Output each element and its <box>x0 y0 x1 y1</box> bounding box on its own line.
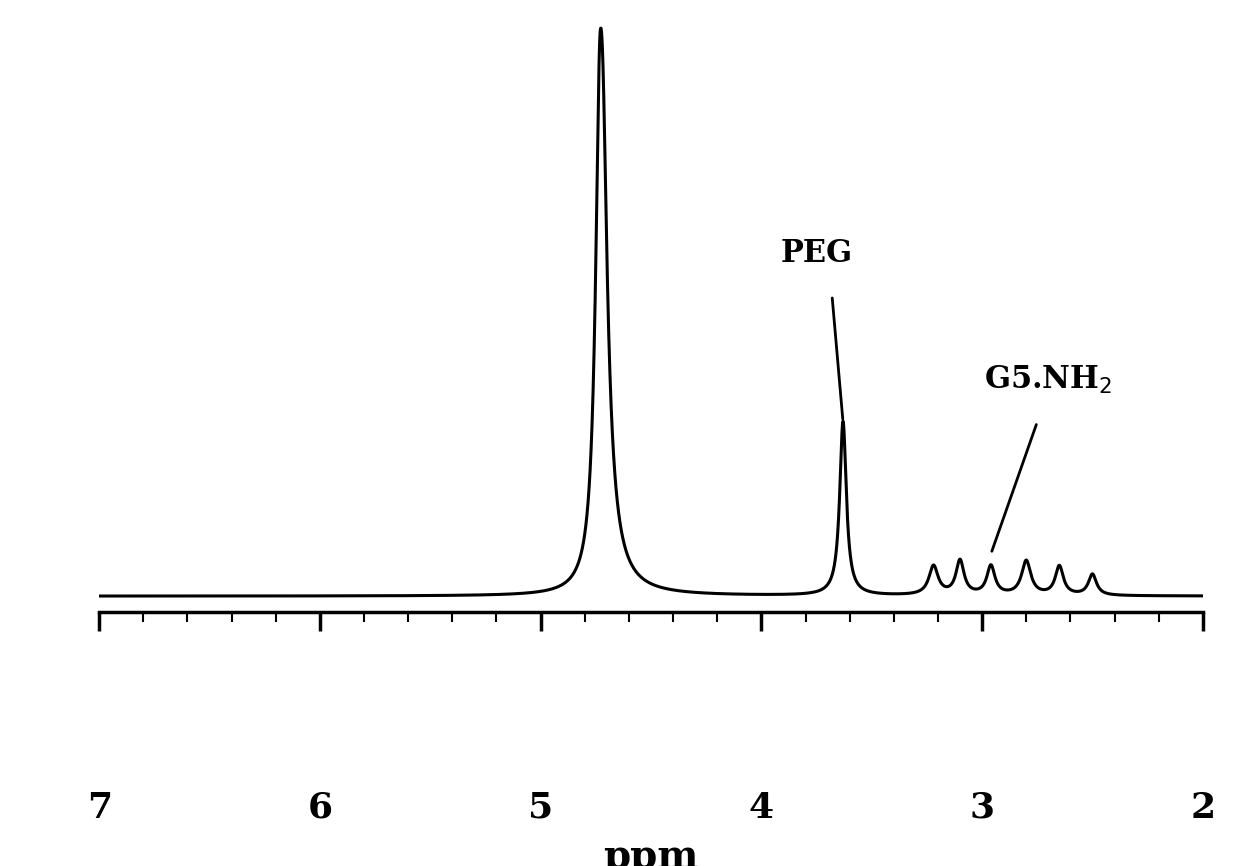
X-axis label: ppm: ppm <box>604 838 698 866</box>
Text: G5.NH$_2$: G5.NH$_2$ <box>985 364 1112 396</box>
Text: PEG: PEG <box>780 238 853 268</box>
